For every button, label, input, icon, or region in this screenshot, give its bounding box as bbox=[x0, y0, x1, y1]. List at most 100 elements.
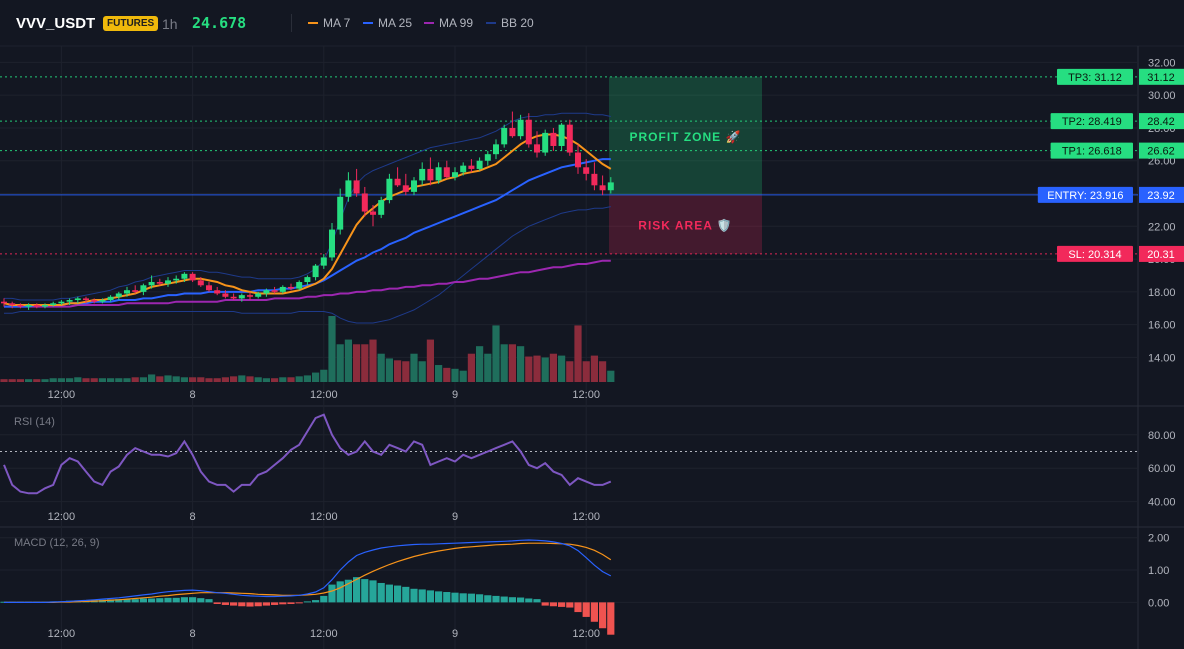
volume-bar bbox=[246, 376, 254, 382]
candle-body bbox=[337, 196, 344, 230]
candle-body bbox=[304, 277, 311, 283]
volume-bar bbox=[459, 370, 467, 382]
rsi-axis-label: 60.00 bbox=[1148, 463, 1176, 475]
legend-ma25[interactable]: MA 25 bbox=[363, 16, 412, 30]
candle-body bbox=[443, 167, 450, 178]
macd-histogram-bar bbox=[107, 599, 115, 603]
volume-bar bbox=[426, 339, 434, 382]
time-axis-label: 9 bbox=[452, 511, 458, 523]
candle-body bbox=[115, 293, 122, 297]
volume-bar bbox=[508, 344, 516, 382]
rsi-title: RSI (14) bbox=[14, 416, 55, 428]
volume-bar bbox=[353, 344, 361, 382]
macd-histogram-bar bbox=[451, 592, 459, 603]
candle-body bbox=[378, 200, 385, 215]
candle-body bbox=[476, 160, 483, 169]
volume-bar bbox=[123, 378, 131, 382]
candle-body bbox=[83, 298, 89, 301]
candle-body bbox=[419, 168, 426, 181]
macd-histogram-bar bbox=[566, 602, 574, 608]
legend-swatch-ma7 bbox=[308, 22, 318, 24]
volume-bar bbox=[221, 377, 229, 382]
volume-bar bbox=[320, 369, 328, 382]
candle-body bbox=[124, 290, 130, 294]
time-axis-label: 12:00 bbox=[48, 628, 76, 640]
rsi-axis-label: 80.00 bbox=[1148, 430, 1176, 442]
level-tag-label-tp2: TP2: 28.419 bbox=[1062, 116, 1122, 128]
candle-body bbox=[345, 180, 352, 197]
volume-bar bbox=[139, 377, 147, 382]
price-axis-label: 18.00 bbox=[1148, 287, 1176, 299]
macd-histogram-bar bbox=[221, 602, 229, 605]
level-price-tag-entry bbox=[1139, 186, 1184, 203]
symbol-name[interactable]: VVV_USDT bbox=[16, 15, 96, 32]
candle-body bbox=[599, 185, 606, 191]
volume-bar bbox=[385, 358, 393, 382]
macd-histogram-bar bbox=[418, 589, 426, 603]
macd-histogram-bar bbox=[115, 599, 123, 603]
volume-bars bbox=[0, 316, 615, 382]
volume-bar bbox=[16, 379, 24, 382]
macd-histogram-bar bbox=[607, 602, 615, 635]
macd-histogram-bar bbox=[402, 586, 410, 603]
candle-body bbox=[566, 124, 573, 153]
macd-histogram-bar bbox=[213, 602, 221, 604]
volume-bar bbox=[377, 353, 385, 382]
legend-ma7[interactable]: MA 7 bbox=[308, 16, 350, 30]
macd-axis-label: 0.00 bbox=[1148, 597, 1169, 609]
timeframe-label[interactable]: 1h bbox=[162, 16, 178, 32]
volume-bar bbox=[279, 377, 287, 382]
candle-body bbox=[9, 303, 16, 305]
volume-bar bbox=[90, 378, 98, 382]
macd-histogram-bar bbox=[361, 579, 369, 603]
futures-badge: FUTURES bbox=[103, 16, 159, 31]
macd-histogram-bar bbox=[508, 597, 516, 603]
macd-histogram-bar bbox=[459, 593, 467, 603]
macd-histogram-bar bbox=[426, 590, 434, 603]
volume-bar bbox=[533, 355, 541, 382]
volume-bar bbox=[295, 376, 303, 382]
macd-histogram-bar bbox=[172, 597, 180, 603]
trade-levels bbox=[0, 76, 1138, 255]
volume-bar bbox=[156, 376, 164, 382]
volume-bar bbox=[262, 378, 270, 382]
time-axis-main: 12:00 8 12:00 9 12:00 bbox=[48, 389, 600, 401]
volume-bar bbox=[476, 346, 484, 382]
candle-body bbox=[386, 178, 393, 201]
time-axis-label: 8 bbox=[190, 511, 196, 523]
volume-bar bbox=[574, 325, 582, 382]
candle-body bbox=[468, 165, 475, 169]
macd-histogram-bar bbox=[476, 594, 484, 603]
volume-bar bbox=[172, 376, 180, 382]
volume-bar bbox=[435, 365, 443, 382]
candle-body bbox=[591, 173, 598, 186]
level-price-tag-tp2 bbox=[1139, 113, 1184, 130]
macd-histogram-bar bbox=[303, 601, 311, 603]
legend-bb20[interactable]: BB 20 bbox=[486, 16, 534, 30]
volume-bar bbox=[549, 353, 557, 382]
risk-zone bbox=[609, 194, 762, 254]
volume-bar bbox=[484, 353, 492, 382]
candle-body bbox=[66, 300, 73, 302]
candle-body bbox=[370, 211, 376, 215]
candle-body bbox=[1, 301, 7, 304]
macd-histogram-bar bbox=[139, 598, 147, 603]
candle-body bbox=[361, 193, 368, 212]
price-axis-label: 14.00 bbox=[1148, 352, 1176, 364]
macd-histogram-bar bbox=[238, 602, 246, 607]
macd-histogram-bar bbox=[328, 584, 336, 603]
legend-swatch-ma25 bbox=[363, 22, 373, 24]
macd-axis-label: 2.00 bbox=[1148, 533, 1169, 545]
volume-bar bbox=[189, 377, 197, 382]
level-tag-label-sl: SL: 20.314 bbox=[1068, 249, 1121, 261]
volume-bar bbox=[66, 378, 74, 382]
macd-histogram-bar bbox=[295, 602, 303, 604]
macd-histogram-bar bbox=[385, 584, 393, 603]
legend-ma99[interactable]: MA 99 bbox=[424, 16, 473, 30]
volume-bar bbox=[344, 339, 352, 382]
risk-zone-label: RISK AREA 🛡️ bbox=[638, 218, 732, 232]
volume-bar bbox=[558, 355, 566, 382]
candle-body bbox=[534, 144, 540, 153]
level-price-value-tp2: 28.42 bbox=[1147, 116, 1175, 128]
